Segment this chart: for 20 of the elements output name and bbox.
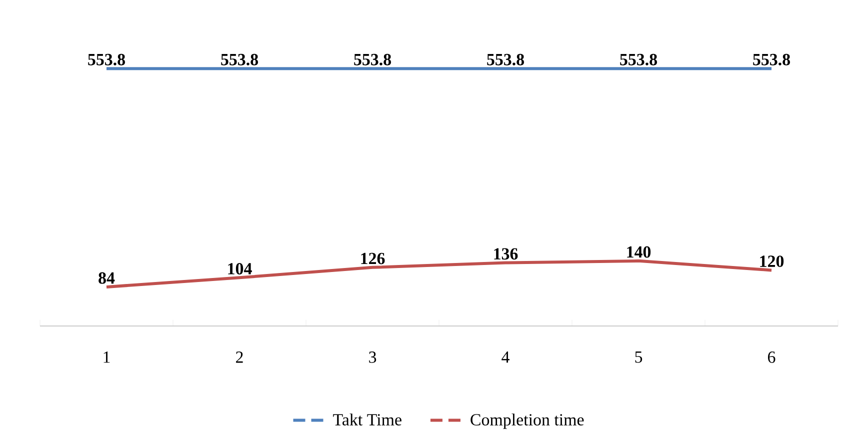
data-label: 104	[228, 263, 252, 274]
legend-label: Completion time	[470, 414, 584, 429]
x-tick-label: 1	[104, 352, 110, 363]
data-label: 136	[494, 248, 518, 260]
data-label: 553.8	[753, 54, 790, 66]
x-tick-label: 3	[369, 352, 376, 363]
x-tick-label: 6	[768, 352, 776, 363]
legend-label: Takt Time	[333, 414, 402, 426]
data-label: 126	[361, 252, 385, 264]
data-label: 120	[760, 256, 784, 268]
x-tick-label: 5	[635, 352, 642, 363]
data-label: 553.8	[221, 54, 258, 66]
data-label: 553.8	[354, 54, 391, 66]
data-label: 553.8	[620, 54, 657, 66]
data-label: 553.8	[487, 54, 524, 66]
data-label: 140	[627, 246, 651, 258]
data-label: 553.8	[88, 54, 125, 66]
x-tick-label: 2	[236, 352, 243, 363]
x-tick-label: 4	[502, 352, 510, 363]
data-label: 84	[98, 272, 115, 284]
